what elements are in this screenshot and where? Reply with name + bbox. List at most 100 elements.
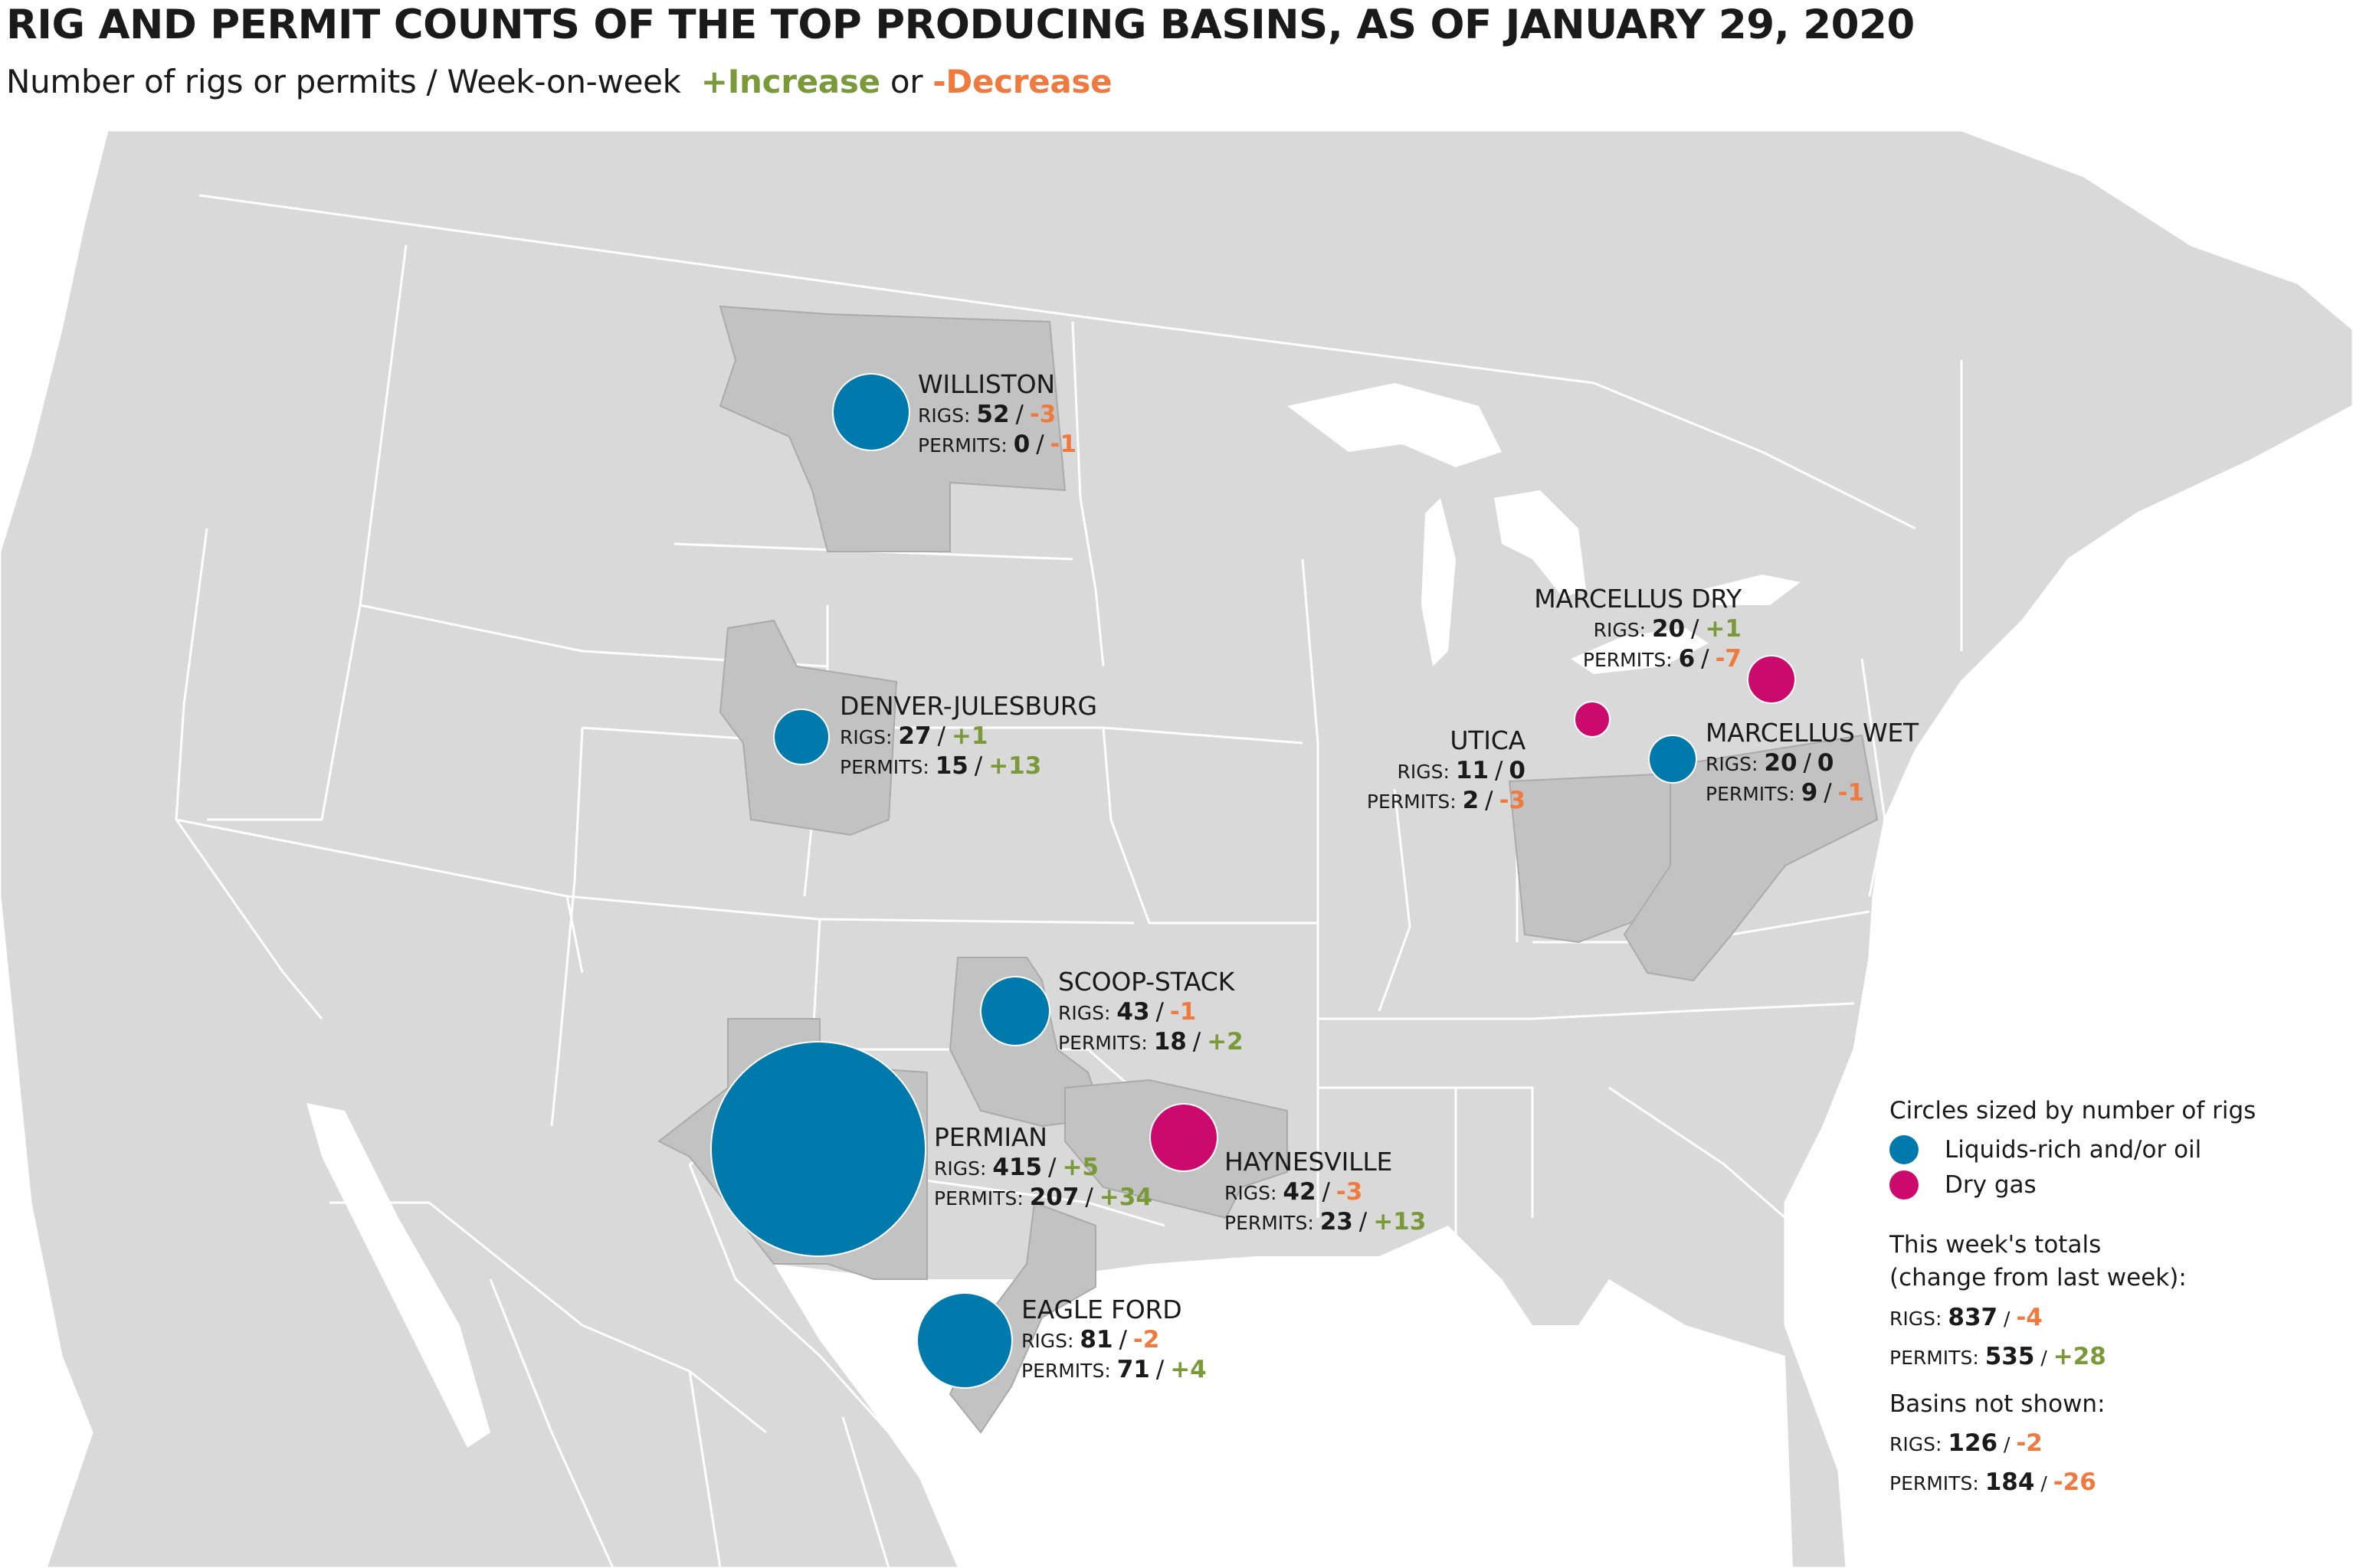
scoop-stack-label: SCOOP-STACK RIGS: 43 / -1 PERMITS: 18 / … [1058,969,1244,1054]
totals-heading-2: (change from last week): [1889,1264,2187,1292]
permits-value: 15 [935,752,968,780]
rigs-change: -2 [1132,1326,1160,1354]
map-title: RIG AND PERMIT COUNTS OF THE TOP PRODUCI… [6,2,1915,48]
rigs-row: RIGS: 27 / +1 [840,725,1097,748]
slash: / [1701,645,1709,673]
legend-dry-gas-label: Dry gas [1945,1171,2037,1199]
permits-label: PERMITS: [918,434,1008,457]
denver-julesburg-circle[interactable] [773,709,830,765]
permits-value: 23 [1319,1208,1353,1236]
slash: / [1119,1326,1127,1354]
permits-label: PERMITS: [1706,783,1795,805]
not-shown-permits-value: 184 [1984,1468,2035,1497]
rigs-label: RIGS: [1706,753,1758,775]
rigs-label: RIGS: [934,1157,987,1180]
permits-row: PERMITS: 71 / +4 [1021,1358,1207,1382]
basin-name: HAYNESVILLE [1224,1147,1393,1177]
legend-item-dry-gas: Dry gas [1889,1170,2256,1200]
slash: / [1048,1154,1057,1181]
basin-name: UTICA [1450,725,1526,755]
haynesville-label: HAYNESVILLE RIGS: 42 / -3 PERMITS: 23 / … [1224,1149,1426,1234]
williston-circle[interactable] [832,373,910,451]
slash: / [1495,757,1503,784]
rigs-label: RIGS: [1593,619,1646,641]
basin-name: MARCELLUS WET [1706,718,1919,748]
totals-rigs-value: 837 [1948,1303,1998,1331]
permits-row: PERMITS: 6 / -7 [1534,647,1742,671]
basin-map: WILLISTON RIGS: 52 / -3 PERMITS: 0 / -1 … [0,130,2353,1568]
not-shown-rigs-change: -2 [2016,1429,2043,1457]
permits-value: 18 [1153,1028,1187,1056]
rigs-change: 0 [1509,757,1526,784]
permits-row: PERMITS: 0 / -1 [918,433,1077,457]
rigs-row: RIGS: 43 / -1 [1058,1000,1244,1024]
permits-row: PERMITS: 15 / +13 [840,755,1097,778]
marcellus-dry-circle[interactable] [1747,655,1796,704]
slash: / [1155,998,1164,1026]
slash: / [1015,401,1024,428]
rigs-change: +1 [1705,615,1742,643]
rigs-row: RIGS: 42 / -3 [1224,1180,1426,1204]
rigs-row: RIGS: 20 / 0 [1706,751,1919,775]
rigs-label: RIGS: [918,404,971,427]
legend-item-liquids: Liquids-rich and/or oil [1889,1135,2256,1164]
utica-label: UTICA RIGS: 11 / 0 PERMITS: 2 / -3 [1367,728,1526,813]
rig-circles [710,373,1796,1389]
permits-label: PERMITS: [1889,1347,1979,1370]
rigs-row: RIGS: 20 / +1 [1534,617,1742,641]
scoop-stack-circle[interactable] [980,976,1050,1046]
totals-permits-row: PERMITS: 535 / +28 [1889,1340,2256,1373]
rigs-change: 0 [1817,749,1834,777]
slash: / [1691,615,1699,643]
permits-change: +2 [1207,1028,1244,1056]
slash: / [2004,1432,2011,1455]
not-shown-rigs-row: RIGS: 126 / -2 [1889,1427,2256,1460]
rigs-value: 20 [1764,749,1798,777]
permits-label: PERMITS: [1224,1212,1314,1234]
marcellus-dry-label: MARCELLUS DRY RIGS: 20 / +1 PERMITS: 6 /… [1534,586,1742,671]
permits-label: PERMITS: [1021,1360,1111,1382]
slash: / [2040,1347,2047,1370]
totals-permits-value: 535 [1984,1343,2035,1371]
utica-circle[interactable] [1574,701,1611,738]
legend-liquids-label: Liquids-rich and/or oil [1945,1136,2202,1164]
rigs-value: 81 [1080,1326,1113,1354]
rigs-label: RIGS: [1397,761,1450,783]
slash: / [1036,430,1044,458]
haynesville-circle[interactable] [1149,1103,1218,1172]
gulf-of-california [306,1103,490,1448]
totals-rigs-row: RIGS: 837 / -4 [1889,1301,2256,1334]
eagle-ford-label: EAGLE FORD RIGS: 81 / -2 PERMITS: 71 / +… [1021,1297,1207,1382]
rigs-row: RIGS: 81 / -2 [1021,1328,1207,1352]
slash: / [974,752,983,780]
slash: / [1085,1183,1093,1211]
weekly-totals: This week's totals (change from last wee… [1889,1229,2256,1374]
basin-name: SCOOP-STACK [1058,967,1235,997]
slash: / [2040,1472,2047,1495]
rigs-row: RIGS: 52 / -3 [918,403,1077,427]
permits-change: +34 [1099,1183,1152,1211]
slash: / [2004,1307,2011,1330]
denver-julesburg-label: DENVER-JULESBURG RIGS: 27 / +1 PERMITS: … [840,693,1097,778]
rigs-value: 27 [898,722,932,750]
rigs-value: 415 [992,1154,1043,1181]
not-shown-heading: Basins not shown: [1889,1390,2106,1418]
basin-name: DENVER-JULESBURG [840,691,1097,721]
basin-name: EAGLE FORD [1021,1295,1182,1324]
permits-row: PERMITS: 2 / -3 [1367,789,1526,813]
rigs-value: 52 [976,401,1010,428]
totals-heading-1: This week's totals [1889,1231,2102,1259]
permits-change: -1 [1050,430,1077,458]
slash: / [1485,787,1493,814]
slash: / [937,722,945,750]
north-america-land [0,130,2353,1568]
rigs-label: RIGS: [1889,1432,1942,1455]
eagle-ford-circle[interactable] [916,1292,1013,1389]
permian-circle[interactable] [710,1041,926,1257]
basin-name: MARCELLUS DRY [1534,584,1742,614]
permits-label: PERMITS: [840,756,929,778]
great-lakes [1287,383,1801,674]
basins-not-shown: Basins not shown: RIGS: 126 / -2 PERMITS… [1889,1388,2256,1500]
permits-row: PERMITS: 18 / +2 [1058,1030,1244,1054]
marcellus-wet-circle[interactable] [1648,735,1697,784]
